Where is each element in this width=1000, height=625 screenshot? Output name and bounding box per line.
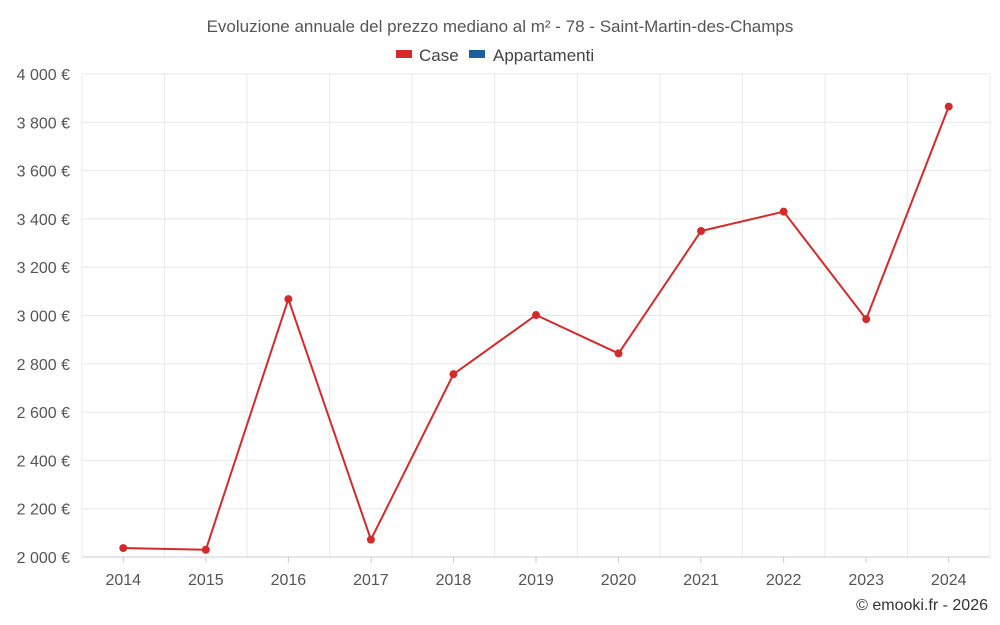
data-point-case[interactable] (532, 311, 540, 320)
y-axis: 2 000 € 2 200 € 2 400 € 2 600 € 2 800 € 3 000… (17, 67, 70, 567)
y-tick-label: 4 000 € (17, 67, 70, 84)
y-tick-label: 3 600 € (17, 164, 70, 181)
legend-label-case[interactable]: Case (419, 46, 459, 65)
x-tick-label: 2023 (848, 572, 884, 589)
legend-label-appartamenti[interactable]: Appartamenti (493, 46, 594, 65)
x-tick-label: 2022 (766, 572, 802, 589)
x-tick-label: 2018 (436, 572, 472, 589)
credit-text: © emooki.fr - 2026 (856, 597, 988, 614)
data-point-case[interactable] (201, 545, 210, 554)
x-tick-label: 2024 (931, 572, 967, 589)
y-tick-label: 2 800 € (17, 357, 70, 374)
x-axis: 2014 2015 2016 2017 2018 2019 2020 2021 2022 2023… (105, 557, 967, 589)
x-tick-label: 2019 (518, 572, 554, 589)
x-tick-label: 2020 (601, 572, 637, 589)
series-case (119, 102, 953, 554)
legend-swatch-appartamenti[interactable] (469, 50, 485, 58)
data-point-case[interactable] (862, 315, 871, 324)
x-tick-label: 2017 (353, 572, 389, 589)
x-tick-label: 2016 (271, 572, 307, 589)
y-tick-label: 2 000 € (17, 550, 70, 567)
y-tick-label: 2 400 € (17, 453, 70, 470)
data-point-case[interactable] (284, 295, 293, 304)
chart-title: Evoluzione annuale del prezzo mediano al… (207, 17, 794, 36)
y-tick-label: 3 000 € (17, 309, 70, 326)
x-tick-label: 2015 (188, 572, 224, 589)
y-tick-label: 2 200 € (17, 502, 70, 519)
data-point-case[interactable] (119, 544, 128, 553)
data-point-case[interactable] (366, 535, 375, 544)
data-point-case[interactable] (944, 102, 953, 111)
y-tick-label: 3 200 € (17, 260, 70, 277)
data-point-case[interactable] (614, 349, 623, 358)
x-tick-label: 2021 (683, 572, 719, 589)
y-tick-label: 3 800 € (17, 115, 70, 132)
y-tick-label: 3 400 € (17, 212, 70, 229)
data-point-case[interactable] (449, 370, 458, 379)
x-tick-label: 2014 (105, 572, 141, 589)
data-point-case[interactable] (697, 226, 706, 235)
legend[interactable]: Case Appartamenti (396, 46, 594, 65)
legend-swatch-case[interactable] (396, 50, 412, 58)
y-tick-label: 2 600 € (17, 405, 70, 422)
data-point-case[interactable] (779, 207, 788, 216)
